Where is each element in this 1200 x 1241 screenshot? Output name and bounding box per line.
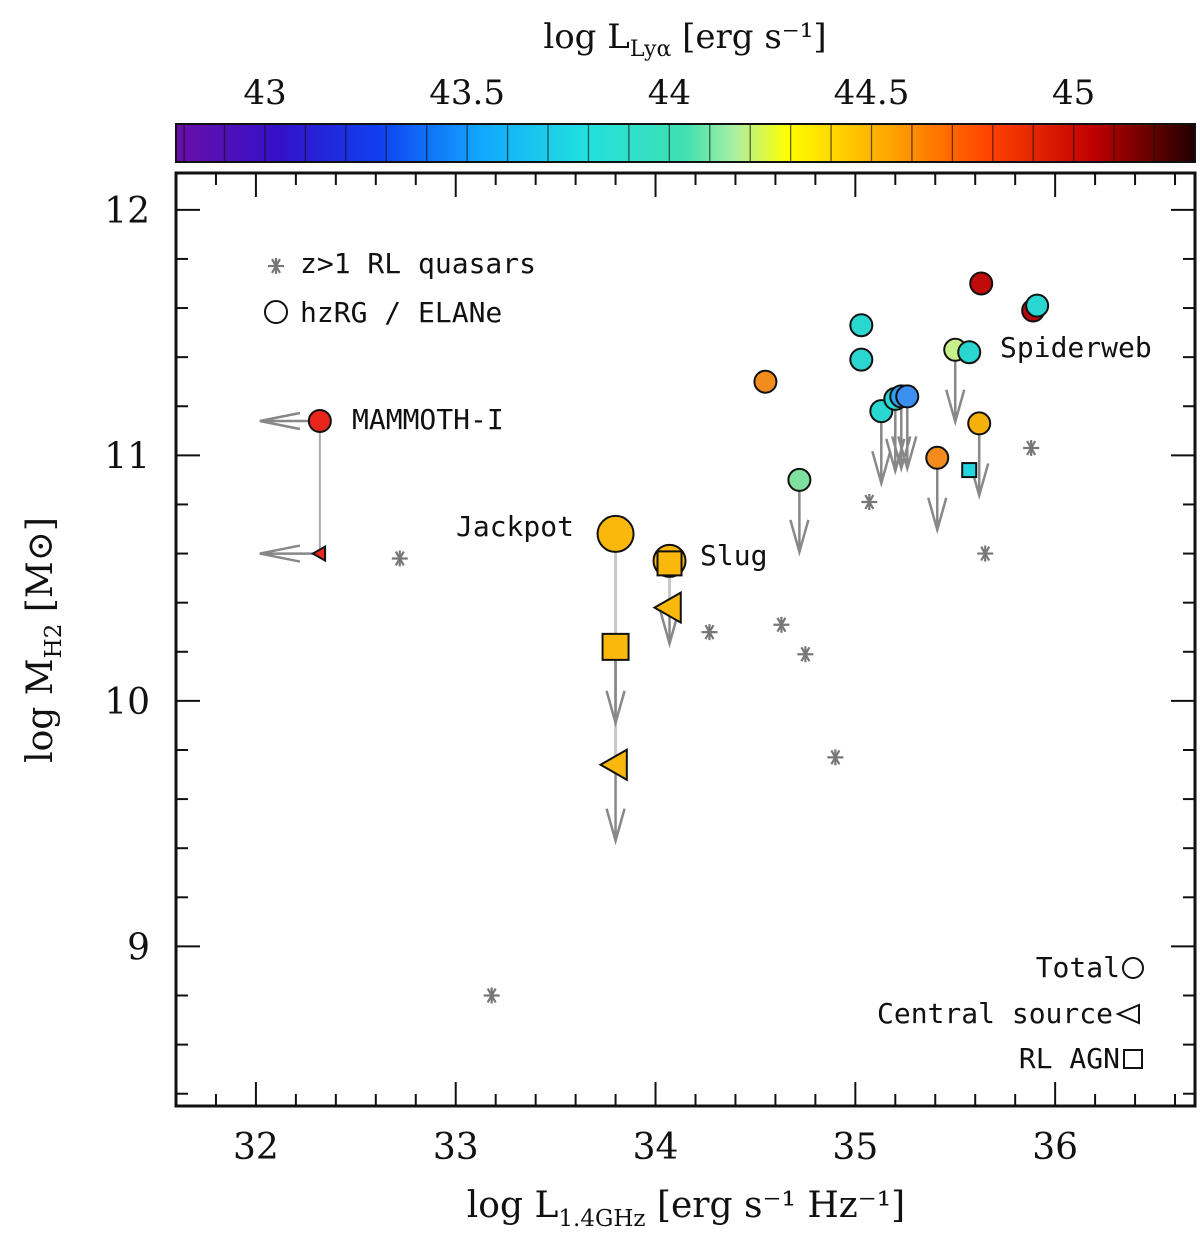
legend-asterisk-mark <box>268 258 284 274</box>
legend-circles-label: hzRG / ELANe <box>300 296 502 329</box>
key-central-icon <box>1115 1003 1140 1025</box>
quasar-point <box>797 646 814 663</box>
annotation-mammoth: MAMMOTH-I <box>352 403 504 436</box>
x-tick-label: 34 <box>633 1127 679 1168</box>
x-tick-label: 33 <box>433 1127 479 1168</box>
y-tick-label: 10 <box>104 682 150 723</box>
x-axis-label: log L1.4GHz [erg s⁻¹ Hz⁻¹] <box>467 1185 905 1232</box>
hzrg-point <box>849 313 874 338</box>
key-rlagn-label: RL AGN <box>1019 1042 1120 1075</box>
annotation-spiderweb: Spiderweb <box>1000 331 1152 364</box>
slug-square <box>656 550 683 577</box>
colorbar-gradient <box>175 123 1196 163</box>
y-tick-label: 9 <box>127 927 150 968</box>
colorbar-tick-label: 44 <box>648 73 691 113</box>
colorbar-tick-label: 43.5 <box>429 73 505 113</box>
hzrg-point <box>957 340 982 365</box>
colorbar-tick-label: 44.5 <box>834 73 910 113</box>
quasar-point <box>861 494 878 511</box>
slug-triangle <box>652 590 682 625</box>
quasar-point <box>483 987 500 1004</box>
upper-limit-arrow <box>605 764 626 846</box>
colorbar-ticks: 43 43.5 44 44.5 45 <box>183 73 1196 162</box>
y-tick-label: 11 <box>104 436 150 477</box>
hzrg-point <box>787 467 812 492</box>
mammoth-circle <box>307 408 332 433</box>
key-central-label: Central source <box>877 997 1113 1030</box>
legend-quasars-label: z>1 RL quasars <box>300 247 536 280</box>
colorbar-tick-label: 43 <box>243 73 286 113</box>
legend-asterisk-icon <box>268 258 284 274</box>
legend: z>1 RL quasars hzRG / ELANe <box>264 247 536 329</box>
legend-circle-icon <box>264 300 288 324</box>
colorbar: 43 43.5 44 44.5 45 log LLyα [erg s⁻¹] <box>175 17 1196 163</box>
hzrg-point <box>969 271 994 296</box>
hzrg-point <box>895 384 920 409</box>
data-markers <box>307 271 1050 1004</box>
x-tick-label: 32 <box>233 1127 279 1168</box>
key-rlagn-icon <box>1123 1049 1143 1069</box>
hzrg-point <box>753 369 778 394</box>
y-tick-label: 12 <box>104 191 150 232</box>
plot-frame <box>174 171 1197 1108</box>
x-tick-label: 36 <box>1032 1127 1078 1168</box>
axis-ticks: 32 33 34 35 36 9 10 11 12 <box>104 173 1195 1168</box>
jackpot-triangle <box>598 747 628 782</box>
hzrg-point <box>1025 293 1050 318</box>
mammoth-triangle <box>310 544 327 563</box>
jackpot-circle <box>596 514 635 553</box>
quasar-point <box>701 624 718 641</box>
hzrg-point <box>849 347 874 372</box>
hzrg-point <box>925 445 950 470</box>
colorbar-tick-label: 45 <box>1052 73 1095 113</box>
quasar-point <box>773 616 790 633</box>
marker-key: Total Central source RL AGN <box>877 951 1144 1075</box>
quasar-point <box>977 545 994 562</box>
x-tick-label: 35 <box>832 1127 878 1168</box>
colorbar-label: log LLyα [erg s⁻¹] <box>543 17 826 62</box>
jackpot-square <box>601 632 630 661</box>
key-total-icon <box>1122 957 1144 979</box>
quasar-point <box>827 749 844 766</box>
spiderweb-square <box>961 462 978 479</box>
upper-limit-arrow <box>259 544 320 563</box>
annotation-slug: Slug <box>700 539 767 572</box>
quasar-point <box>1023 439 1040 456</box>
hzrg-point <box>967 411 992 436</box>
key-total-label: Total <box>1036 951 1120 984</box>
y-axis-label: log MH2 [M⊙] <box>20 517 67 763</box>
annotation-jackpot: Jackpot <box>456 510 574 543</box>
quasar-point <box>391 550 408 567</box>
